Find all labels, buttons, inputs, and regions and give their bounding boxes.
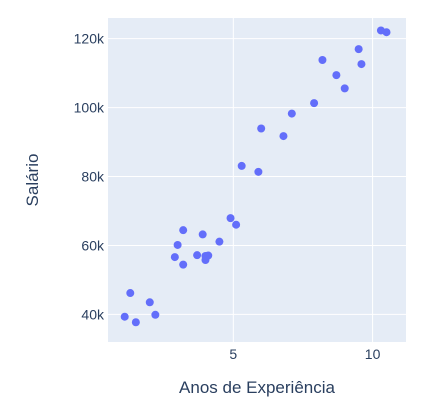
data-point <box>151 310 160 319</box>
data-point <box>332 71 341 80</box>
data-point <box>120 312 129 321</box>
data-point <box>318 56 327 65</box>
data-point <box>340 84 349 93</box>
data-point <box>193 251 202 260</box>
data-point <box>198 230 207 239</box>
x-tick-label: 10 <box>365 346 381 362</box>
y-tick-label: 100k <box>74 100 105 116</box>
data-point <box>354 45 363 54</box>
data-point <box>310 99 319 108</box>
data-point <box>254 167 263 176</box>
y-tick-label: 40k <box>81 306 105 322</box>
data-point <box>382 28 391 37</box>
data-point <box>131 318 140 327</box>
data-point <box>170 253 179 262</box>
data-point <box>179 260 188 269</box>
x-tick-label: 5 <box>229 346 237 362</box>
data-point <box>215 237 224 246</box>
data-point <box>257 124 266 133</box>
y-tick-label: 120k <box>74 31 105 47</box>
data-point <box>226 214 235 223</box>
data-point <box>357 60 366 69</box>
data-point <box>279 132 288 141</box>
data-point <box>179 226 188 235</box>
y-tick-label: 80k <box>81 169 105 185</box>
y-tick-label: 60k <box>81 237 105 253</box>
x-axis-title: Anos de Experiência <box>179 378 335 397</box>
y-axis-title: Salário <box>23 154 42 207</box>
data-point <box>173 240 182 249</box>
data-point <box>232 220 241 229</box>
tick-labels: 5 10 40k 60k 80k 100k 120k <box>74 31 381 362</box>
data-point <box>237 161 246 170</box>
data-point <box>204 251 213 260</box>
data-points <box>120 26 391 327</box>
data-point <box>287 109 296 118</box>
plot-area <box>108 18 406 342</box>
data-point <box>126 289 135 298</box>
data-point <box>145 298 154 307</box>
